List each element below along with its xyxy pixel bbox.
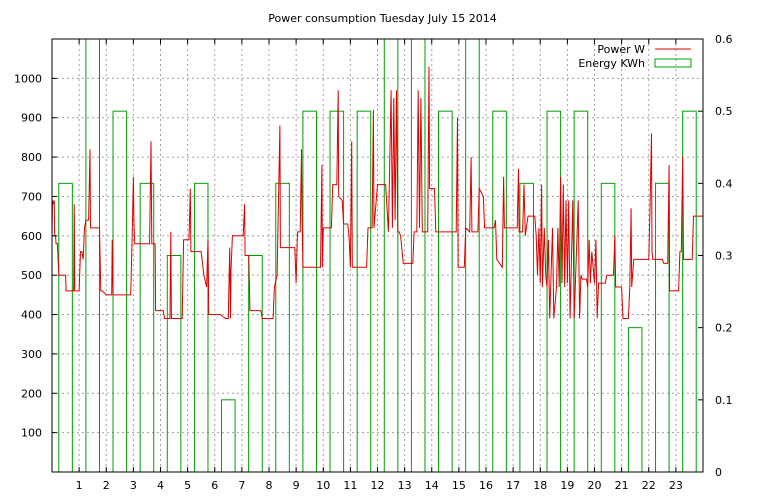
tick-layer: 1 2 3 4 5 6 7 8 9 10 11 12 13 14 15 16 17 18 19 20 21 22 23100… — [14, 33, 733, 492]
y2-tick-label: 0.5 — [715, 105, 733, 118]
x-tick-label: 11 — [343, 479, 357, 492]
x-tick-label: 3 — [130, 479, 137, 492]
energy-box — [58, 182, 73, 473]
y2-tick-label: 0.3 — [715, 250, 733, 263]
y2-tick-label: 0.1 — [715, 394, 733, 407]
power-line — [51, 66, 703, 319]
x-tick-label: 22 — [642, 479, 656, 492]
y2-tick-label: 0.2 — [715, 322, 733, 335]
energy-box — [248, 255, 263, 473]
x-tick-label: 15 — [452, 479, 466, 492]
x-tick-label: 21 — [615, 479, 629, 492]
x-tick-label: 9 — [293, 479, 300, 492]
legend-energy-swatch — [654, 58, 692, 68]
y-tick-label: 500 — [21, 269, 42, 282]
energy-box — [573, 110, 589, 473]
x-tick-label: 5 — [184, 479, 191, 492]
x-tick-label: 6 — [211, 479, 218, 492]
grid-layer — [52, 39, 703, 472]
energy-box — [627, 327, 643, 473]
x-tick-label: 19 — [560, 479, 574, 492]
y-tick-label: 1000 — [14, 72, 42, 85]
x-tick-label: 16 — [479, 479, 493, 492]
x-tick-label: 18 — [533, 479, 547, 492]
x-tick-label: 12 — [371, 479, 385, 492]
energy-box — [465, 38, 480, 473]
y-tick-label: 300 — [21, 348, 42, 361]
energy-box — [302, 110, 317, 473]
legend-power-label: Power W — [597, 43, 645, 56]
x-tick-label: 23 — [669, 479, 683, 492]
energy-box — [356, 110, 372, 473]
y-tick-label: 800 — [21, 151, 42, 164]
x-tick-label: 8 — [266, 479, 273, 492]
chart-title: Power consumption Tuesday July 15 2014 — [268, 12, 497, 25]
energy-box — [438, 110, 453, 473]
y2-tick-label: 0.4 — [715, 177, 733, 190]
energy-box — [600, 182, 616, 473]
x-tick-label: 7 — [238, 479, 245, 492]
x-tick-label: 1 — [76, 479, 83, 492]
y-tick-label: 400 — [21, 309, 42, 322]
energy-box — [221, 399, 236, 473]
energy-box — [655, 182, 670, 473]
legend: Power W Energy KWh — [578, 43, 692, 70]
x-tick-label: 10 — [316, 479, 330, 492]
x-tick-label: 20 — [588, 479, 602, 492]
energy-box — [85, 38, 100, 473]
energy-box — [166, 255, 182, 473]
energy-box — [193, 182, 209, 473]
energy-box — [112, 110, 128, 473]
x-tick-label: 14 — [425, 479, 439, 492]
y2-tick-label: 0.6 — [715, 33, 733, 46]
y2-tick-label: 0 — [715, 466, 722, 479]
legend-energy-label: Energy KWh — [578, 57, 645, 70]
y-tick-label: 600 — [21, 230, 42, 243]
y-tick-label: 700 — [21, 190, 42, 203]
energy-box — [682, 110, 697, 473]
y-tick-label: 200 — [21, 387, 42, 400]
y-tick-label: 900 — [21, 112, 42, 125]
x-tick-label: 4 — [157, 479, 164, 492]
y-tick-label: 100 — [21, 427, 42, 440]
x-tick-label: 13 — [398, 479, 412, 492]
energy-box — [492, 110, 507, 473]
x-tick-label: 2 — [103, 479, 110, 492]
power-series-layer — [51, 66, 703, 319]
x-tick-label: 17 — [506, 479, 520, 492]
